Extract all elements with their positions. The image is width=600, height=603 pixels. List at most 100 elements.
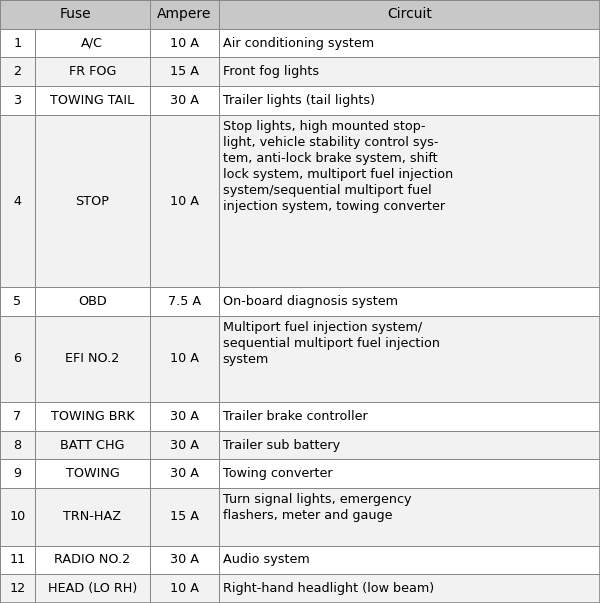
Text: 4: 4 — [13, 195, 22, 207]
Bar — [0, 29, 35, 57]
Text: Audio system: Audio system — [223, 554, 310, 566]
Text: TRN-HAZ: TRN-HAZ — [64, 510, 121, 523]
Bar — [0, 115, 35, 287]
Bar — [35, 574, 150, 603]
Bar — [150, 115, 219, 287]
Bar — [35, 115, 150, 287]
Bar — [0, 287, 35, 316]
Text: FR FOG: FR FOG — [69, 65, 116, 78]
Text: A/C: A/C — [82, 37, 103, 49]
Text: Front fog lights: Front fog lights — [223, 65, 319, 78]
Bar — [0, 574, 35, 603]
Text: 30 A: 30 A — [170, 554, 199, 566]
Bar — [0, 86, 35, 115]
Bar — [219, 402, 600, 431]
Text: HEAD (LO RH): HEAD (LO RH) — [48, 582, 137, 595]
Text: 30 A: 30 A — [170, 467, 199, 480]
Text: Trailer lights (tail lights): Trailer lights (tail lights) — [223, 94, 374, 107]
Text: RADIO NO.2: RADIO NO.2 — [55, 554, 130, 566]
Bar — [35, 431, 150, 459]
Text: Right-hand headlight (low beam): Right-hand headlight (low beam) — [223, 582, 434, 595]
Text: Fuse: Fuse — [59, 7, 91, 21]
Text: 10 A: 10 A — [170, 352, 199, 365]
Bar — [150, 488, 219, 546]
Bar — [0, 57, 35, 86]
Bar — [219, 459, 600, 488]
Bar — [0, 316, 35, 402]
Bar — [35, 29, 150, 57]
Bar — [35, 402, 150, 431]
Text: 10: 10 — [9, 510, 26, 523]
Bar — [150, 86, 219, 115]
Text: Trailer sub battery: Trailer sub battery — [223, 438, 340, 452]
Text: 1: 1 — [13, 37, 22, 49]
Bar — [35, 546, 150, 574]
Bar — [0, 402, 35, 431]
Bar — [219, 574, 600, 603]
Bar — [150, 402, 219, 431]
Bar — [219, 546, 600, 574]
Bar — [0, 431, 35, 459]
Bar — [150, 316, 219, 402]
Bar — [0, 488, 35, 546]
Bar — [219, 86, 600, 115]
Bar — [0, 546, 35, 574]
Bar — [35, 287, 150, 316]
Bar — [150, 431, 219, 459]
Text: Air conditioning system: Air conditioning system — [223, 37, 374, 49]
Bar — [150, 0, 219, 29]
Text: 11: 11 — [9, 554, 26, 566]
Text: TOWING: TOWING — [65, 467, 119, 480]
Text: Ampere: Ampere — [157, 7, 212, 21]
Text: 12: 12 — [10, 582, 25, 595]
Text: 3: 3 — [13, 94, 22, 107]
Text: Turn signal lights, emergency
flashers, meter and gauge: Turn signal lights, emergency flashers, … — [223, 493, 411, 522]
Bar — [219, 29, 600, 57]
Text: 6: 6 — [13, 352, 22, 365]
Bar — [219, 287, 600, 316]
Text: 9: 9 — [13, 467, 22, 480]
Bar — [219, 488, 600, 546]
Text: 30 A: 30 A — [170, 438, 199, 452]
Text: 8: 8 — [13, 438, 22, 452]
Text: 7.5 A: 7.5 A — [168, 295, 201, 308]
Bar — [150, 57, 219, 86]
Bar — [150, 546, 219, 574]
Text: 10 A: 10 A — [170, 195, 199, 207]
Bar — [35, 459, 150, 488]
Text: 30 A: 30 A — [170, 94, 199, 107]
Bar — [0, 0, 150, 29]
Bar — [35, 57, 150, 86]
Bar — [150, 287, 219, 316]
Bar — [35, 86, 150, 115]
Text: 15 A: 15 A — [170, 65, 199, 78]
Text: Circuit: Circuit — [387, 7, 432, 21]
Bar — [150, 574, 219, 603]
Text: 7: 7 — [13, 410, 22, 423]
Text: Towing converter: Towing converter — [223, 467, 332, 480]
Text: 2: 2 — [13, 65, 22, 78]
Bar — [150, 459, 219, 488]
Bar — [219, 115, 600, 287]
Text: Multiport fuel injection system/
sequential multiport fuel injection
system: Multiport fuel injection system/ sequent… — [223, 321, 440, 365]
Text: STOP: STOP — [76, 195, 109, 207]
Bar — [0, 459, 35, 488]
Text: Stop lights, high mounted stop-
light, vehicle stability control sys-
tem, anti-: Stop lights, high mounted stop- light, v… — [223, 119, 453, 213]
Text: BATT CHG: BATT CHG — [60, 438, 125, 452]
Bar — [219, 0, 600, 29]
Text: Trailer brake controller: Trailer brake controller — [223, 410, 367, 423]
Text: 10 A: 10 A — [170, 37, 199, 49]
Bar — [35, 316, 150, 402]
Text: TOWING TAIL: TOWING TAIL — [50, 94, 134, 107]
Bar — [150, 29, 219, 57]
Text: 15 A: 15 A — [170, 510, 199, 523]
Bar — [219, 316, 600, 402]
Text: EFI NO.2: EFI NO.2 — [65, 352, 119, 365]
Text: 10 A: 10 A — [170, 582, 199, 595]
Bar — [219, 57, 600, 86]
Text: TOWING BRK: TOWING BRK — [50, 410, 134, 423]
Bar — [35, 488, 150, 546]
Text: On-board diagnosis system: On-board diagnosis system — [223, 295, 398, 308]
Text: 30 A: 30 A — [170, 410, 199, 423]
Bar — [219, 431, 600, 459]
